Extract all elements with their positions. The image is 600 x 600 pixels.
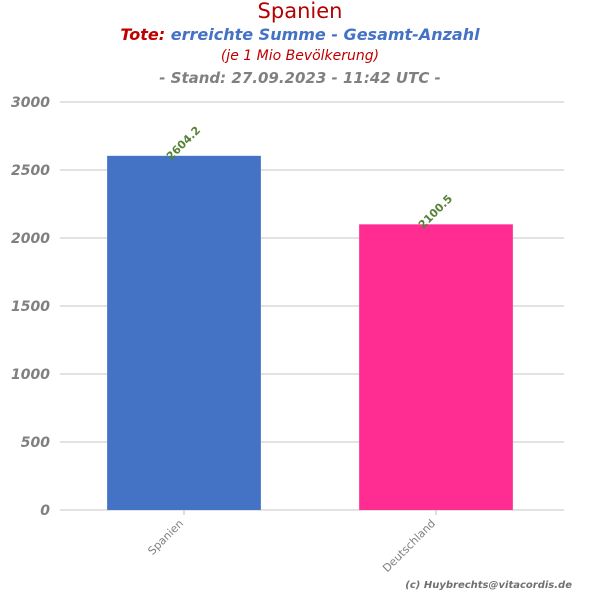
- y-tick-label: 1500: [11, 299, 50, 315]
- subtitle-prefix: Tote:: [120, 25, 166, 44]
- stand-timestamp: - Stand: 27.09.2023 - 11:42 UTC -: [159, 69, 441, 87]
- bar: [359, 224, 513, 510]
- y-tick-label: 3000: [11, 95, 50, 111]
- x-tick-label: Deutschland: [380, 517, 438, 575]
- subtitle-main: erreichte Summe - Gesamt-Anzahl: [170, 25, 480, 44]
- credit-text: (c) Huybrechts@vitacordis.de: [405, 580, 572, 591]
- y-tick-label: 500: [21, 435, 50, 451]
- y-tick-label: 1000: [11, 367, 50, 383]
- chart-title: Spanien: [257, 0, 343, 23]
- y-tick-label: 2000: [11, 231, 50, 247]
- y-tick-label: 0: [40, 503, 50, 519]
- subtitle-note: (je 1 Mio Bevölkerung): [220, 48, 380, 64]
- chart-subtitle: Tote: erreichte Summe - Gesamt-Anzahl: [0, 25, 600, 44]
- x-tick-label: Spanien: [145, 517, 186, 558]
- y-tick-label: 2500: [11, 163, 50, 179]
- bar: [107, 155, 261, 510]
